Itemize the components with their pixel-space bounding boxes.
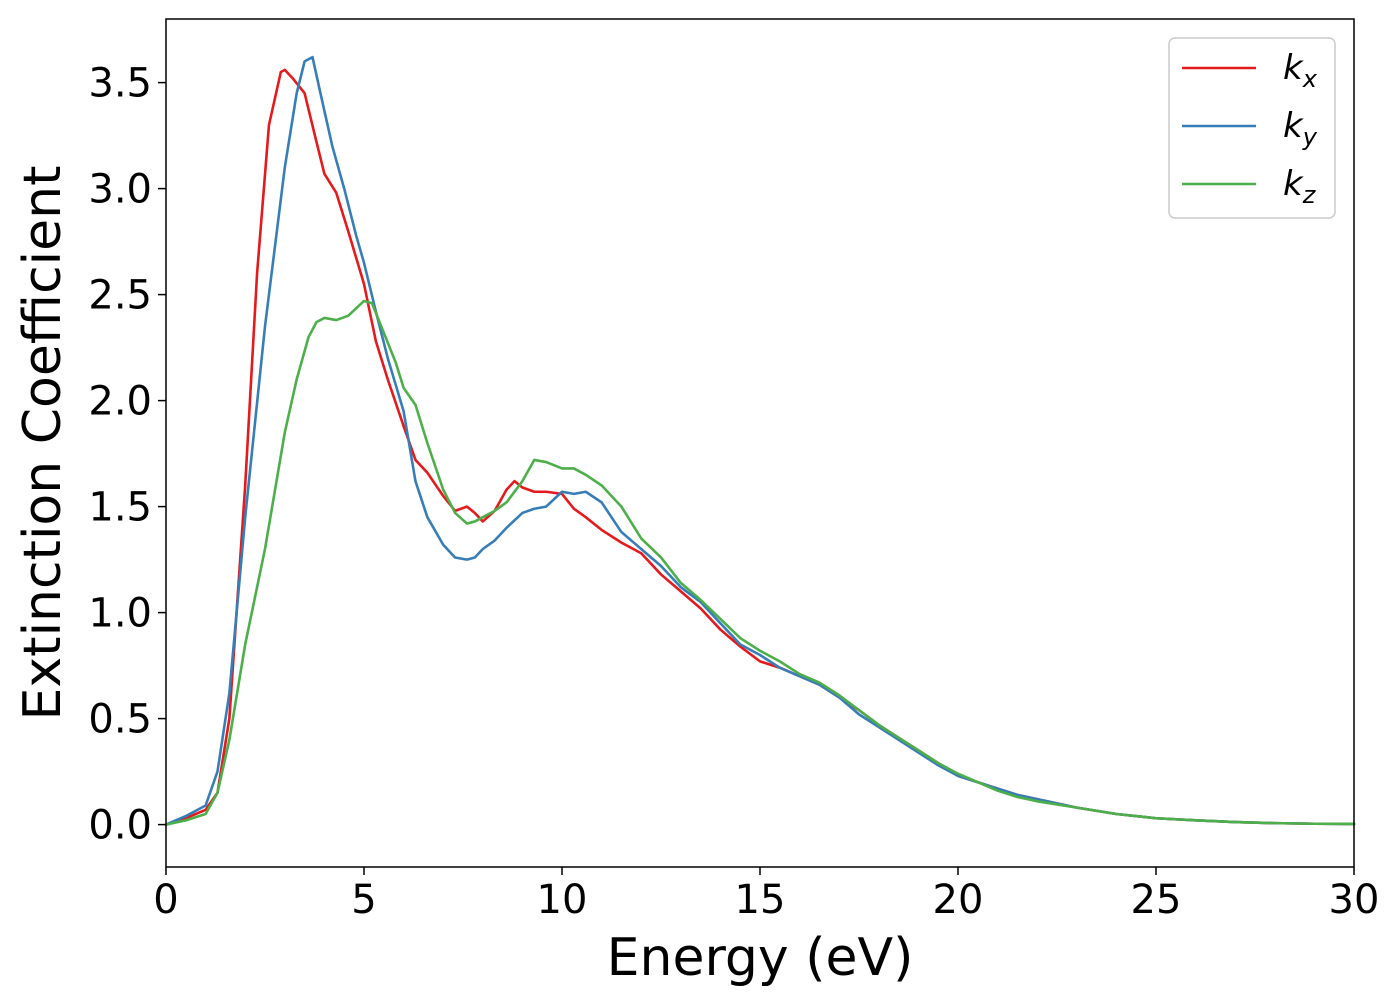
x-axis: 0 5 10 15 20 25 30 xyxy=(153,867,1379,923)
y-axis-label: Extinction Coefficient xyxy=(13,166,73,721)
legend-label-ky: ky xyxy=(1283,106,1318,151)
series-layer xyxy=(164,55,1356,826)
y-tick-label: 2.0 xyxy=(88,379,152,425)
y-tick-label: 2.5 xyxy=(88,273,152,319)
legend: kx ky kz xyxy=(1168,37,1336,219)
y-tick-label: 0.0 xyxy=(88,803,152,849)
x-tick-label: 0 xyxy=(153,877,178,923)
y-tick-label: 1.5 xyxy=(88,485,152,531)
x-tick-label: 15 xyxy=(735,877,786,923)
x-tick-label: 20 xyxy=(933,877,984,923)
y-tick-label: 0.5 xyxy=(88,697,152,743)
x-tick-label: 25 xyxy=(1131,877,1182,923)
y-tick-label: 3.0 xyxy=(88,167,152,213)
x-axis-label: Energy (eV) xyxy=(607,928,914,988)
legend-box xyxy=(1168,37,1336,219)
x-tick-label: 5 xyxy=(351,877,376,923)
y-tick-label: 3.5 xyxy=(88,61,152,107)
legend-label-kx: kx xyxy=(1283,48,1318,93)
x-tick-label: 10 xyxy=(537,877,588,923)
y-axis: 0.0 0.5 1.0 1.5 2.0 2.5 3.0 3.5 xyxy=(88,61,166,849)
x-tick-label: 30 xyxy=(1329,877,1380,923)
legend-label-kz: kz xyxy=(1283,164,1317,209)
series-line-kz xyxy=(164,299,1356,826)
y-tick-label: 1.0 xyxy=(88,591,152,637)
